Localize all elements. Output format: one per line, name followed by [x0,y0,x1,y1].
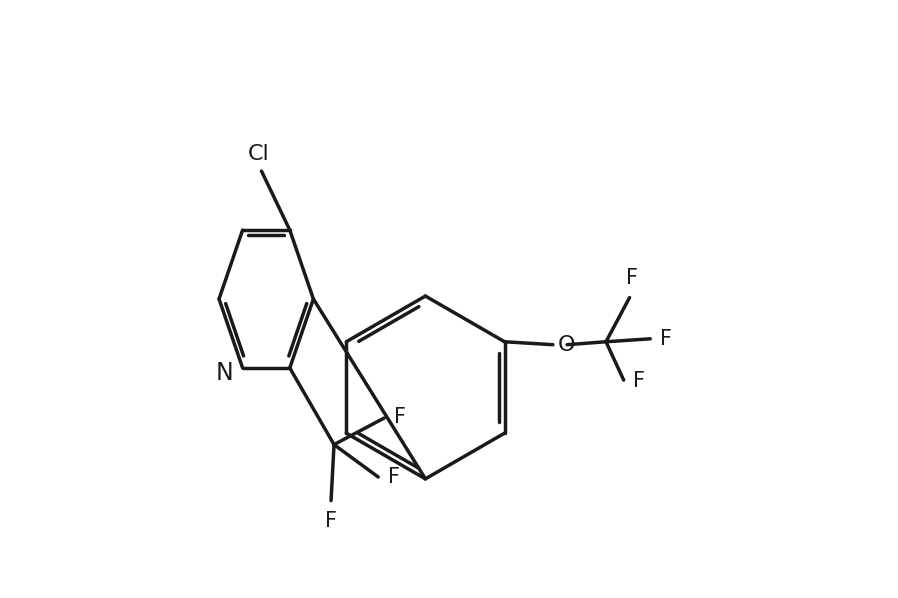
Text: F: F [325,511,337,531]
Text: N: N [216,361,233,385]
Text: F: F [393,407,406,427]
Text: O: O [558,335,575,355]
Text: Cl: Cl [248,144,269,164]
Text: F: F [633,371,645,391]
Text: F: F [660,329,672,349]
Text: F: F [388,467,400,487]
Text: F: F [626,268,638,288]
